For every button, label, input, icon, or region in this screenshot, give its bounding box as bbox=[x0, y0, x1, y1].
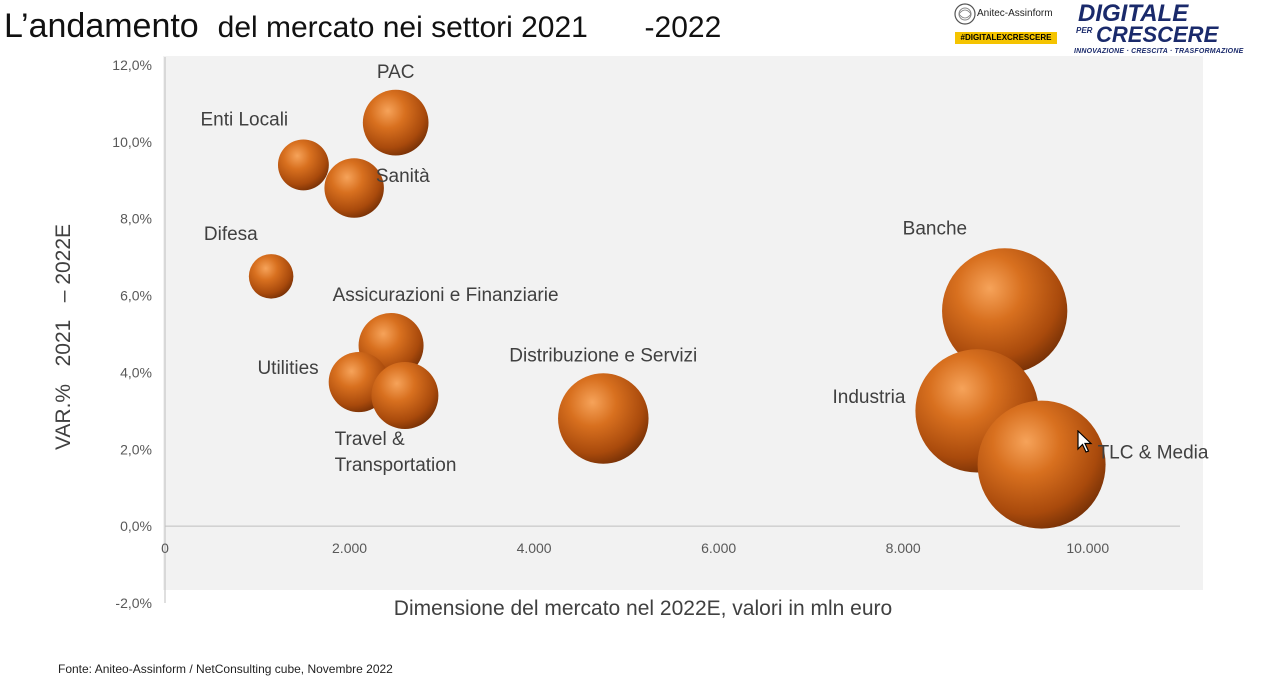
per-word: PER bbox=[1076, 26, 1093, 35]
anitec-brand-name: Anitec-Assinform bbox=[977, 8, 1053, 19]
digitale-per-crescere-logo: DIGITALE PER CRESCERE INNOVAZIONE · CRES… bbox=[1072, 0, 1272, 58]
bubble-travel-transportation bbox=[371, 362, 439, 429]
digitale-word: DIGITALE bbox=[1078, 0, 1189, 27]
bubble-label-assicurazioni-e-finanziarie: Assicurazioni e Finanziarie bbox=[333, 285, 559, 306]
bubble-tlc-media bbox=[977, 400, 1106, 529]
anitec-seal-icon bbox=[954, 3, 976, 25]
title-rest: del mercato nei settori 2021 bbox=[217, 11, 588, 44]
x-tick-label: 6.000 bbox=[701, 540, 736, 556]
y-tick-label: 0,0% bbox=[120, 518, 152, 534]
bubble-label-travel-transportation: Travel & Transportation bbox=[335, 429, 457, 476]
crescere-word: CRESCERE bbox=[1096, 22, 1219, 47]
source-note: Fonte: Aniteo-Assinform / NetConsulting … bbox=[58, 662, 393, 676]
bubble-enti-locali bbox=[277, 139, 329, 191]
y-tick-label: 12,0% bbox=[112, 57, 152, 73]
bubble-sanita bbox=[324, 158, 384, 218]
digitale-tagline: INNOVAZIONE · CRESCITA · TRASFORMAZIONE bbox=[1074, 48, 1244, 55]
bubble-label-enti-locali: Enti Locali bbox=[200, 109, 288, 130]
bubble-difesa bbox=[248, 254, 294, 299]
bubble-label-tlc-media: TLC & Media bbox=[1098, 443, 1209, 464]
title-year: -2022 bbox=[644, 11, 722, 44]
x-axis-title: Dimensione del mercato nel 2022E, valori… bbox=[394, 597, 892, 620]
x-tick-label: 2.000 bbox=[332, 540, 367, 556]
bubble-label-industria: Industria bbox=[833, 387, 906, 408]
slide-title: L’andamento del mercato nei settori 2021… bbox=[4, 4, 721, 48]
y-tick-label: 6,0% bbox=[120, 288, 152, 304]
x-tick-label: 4.000 bbox=[517, 540, 552, 556]
mouse-pointer-icon bbox=[1077, 430, 1093, 453]
bubble-distribuzione-e-servizi bbox=[558, 373, 649, 464]
y-axis-title: VAR.% 2021 – 2022E bbox=[52, 224, 75, 450]
x-tick-label: 0 bbox=[161, 540, 169, 556]
bubble-label-sanita: Sanità bbox=[376, 166, 430, 187]
anitec-assinform-logo: Anitec-Assinform #DIGITALEXCRESCERE bbox=[951, 2, 1061, 46]
y-tick-label: -2,0% bbox=[115, 595, 152, 611]
x-tick-label: 10.000 bbox=[1066, 540, 1109, 556]
anitec-hashtag: #DIGITALEXCRESCERE bbox=[955, 32, 1057, 44]
x-tick-label: 8.000 bbox=[886, 540, 921, 556]
title-main: L’andamento bbox=[4, 7, 199, 45]
bubble-pac bbox=[362, 89, 429, 156]
bubble-label-difesa: Difesa bbox=[204, 224, 258, 245]
bubble-label-pac: PAC bbox=[377, 62, 415, 83]
bubble-label-distribuzione-e-servizi: Distribuzione e Servizi bbox=[509, 345, 697, 366]
bubble-banche bbox=[942, 248, 1068, 374]
bubble-label-banche: Banche bbox=[903, 218, 967, 239]
y-tick-label: 2,0% bbox=[120, 441, 152, 457]
y-tick-label: 4,0% bbox=[120, 364, 152, 380]
bubble-label-utilities: Utilities bbox=[257, 358, 318, 379]
y-tick-label: 8,0% bbox=[120, 211, 152, 227]
y-tick-label: 10,0% bbox=[112, 134, 152, 150]
